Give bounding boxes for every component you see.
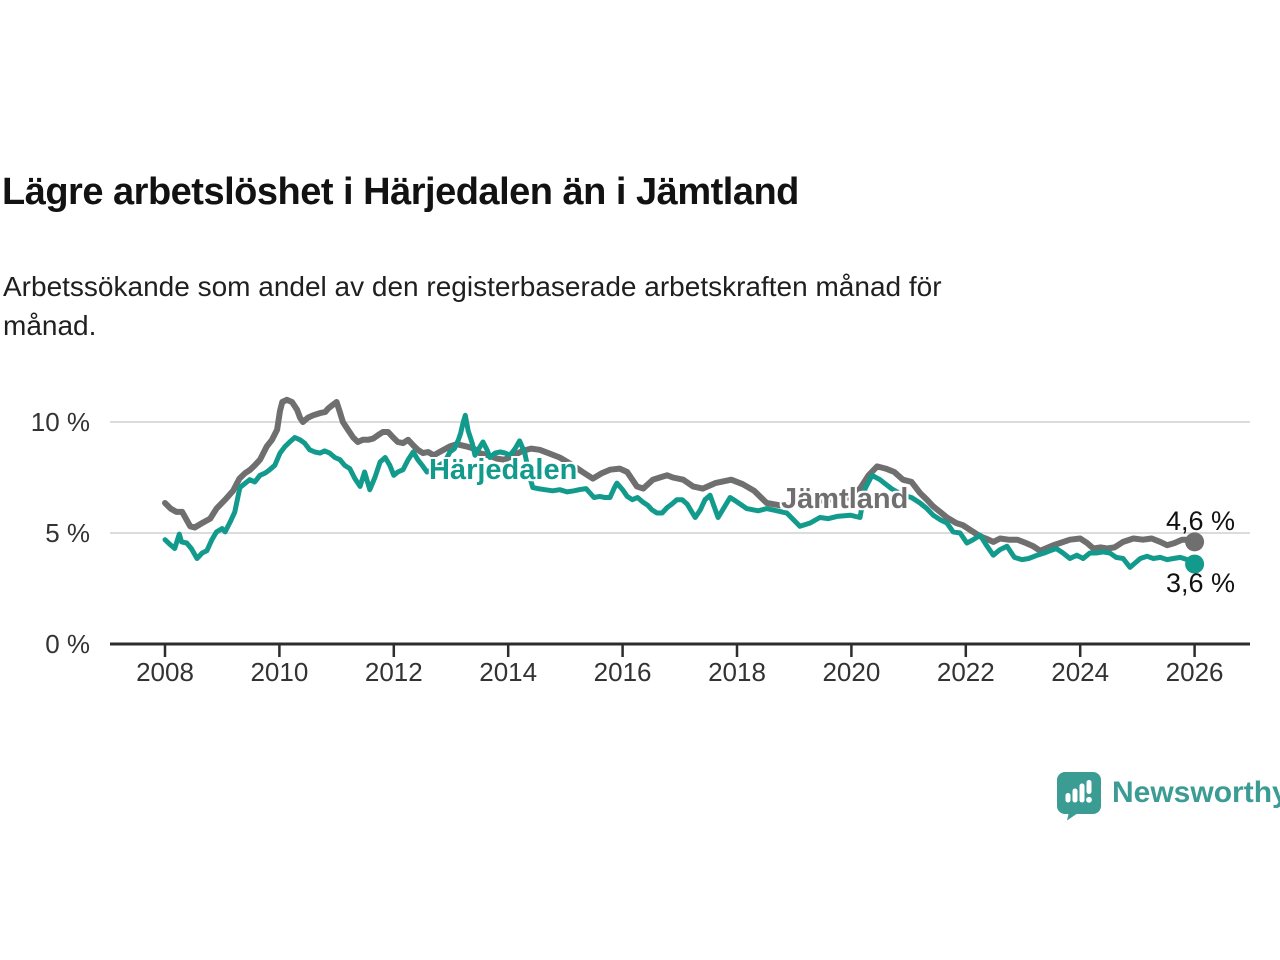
end-point-harjedalen — [1185, 554, 1205, 574]
newsworthy-logo-text: Newsworthy — [1112, 776, 1280, 809]
subtitle: Arbetssökande som andel av den registerb… — [3, 268, 942, 345]
x-axis-tick-label: 2016 — [594, 657, 652, 687]
y-axis-tick-label: 0 % — [45, 629, 90, 659]
x-axis-tick-label: 2020 — [822, 657, 880, 687]
subtitle-line-2: månad. — [3, 309, 97, 341]
x-axis-tick-label: 2018 — [708, 657, 766, 687]
series-label-harjedalen: Härjedalen — [429, 454, 578, 486]
x-axis-tick-label: 2010 — [250, 657, 308, 687]
y-axis-tick-label: 5 % — [45, 518, 90, 548]
end-value-label-harjedalen: 3,6 % — [1166, 568, 1236, 598]
y-axis-tick-label: 10 % — [31, 407, 90, 437]
subtitle-line-1: Arbetssökande som andel av den registerb… — [3, 271, 942, 302]
newsworthy-branding[interactable]: Newsworthy — [1056, 771, 1280, 826]
page-title: Lägre arbetslöshet i Härjedalen än i Jäm… — [2, 171, 799, 214]
end-value-label-jamtland: 4,6 % — [1166, 506, 1236, 536]
series-line-harjedalen — [162, 412, 1198, 570]
x-axis-tick-label: 2012 — [365, 657, 423, 687]
x-axis-tick-label: 2014 — [479, 657, 537, 687]
x-axis-tick-label: 2008 — [136, 657, 194, 687]
series-line-jamtland — [162, 396, 1198, 554]
x-axis-tick-label: 2026 — [1166, 657, 1224, 687]
x-axis-tick-label: 2024 — [1051, 657, 1109, 687]
newsworthy-logo-icon — [1056, 771, 1102, 826]
x-axis-tick-label: 2022 — [937, 657, 995, 687]
end-point-jamtland — [1185, 532, 1205, 552]
series-label-jamtland: Jämtland — [781, 483, 909, 515]
